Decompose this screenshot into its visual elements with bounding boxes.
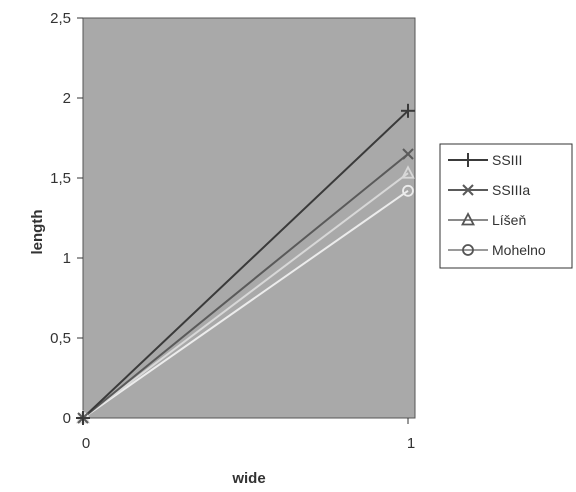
legend-label: Mohelno (492, 242, 546, 258)
legend-item: SSIIIa (448, 182, 530, 198)
x-axis-title: wide (231, 470, 265, 487)
y-tick-label: 0 (63, 410, 71, 427)
legend-item: SSIII (448, 152, 522, 168)
legend-marker (462, 184, 474, 196)
y-tick-label: 0,5 (50, 330, 71, 347)
legend-label: SSIII (492, 152, 522, 168)
y-tick-label: 2,5 (50, 10, 71, 27)
legend-item: Líšeň (448, 212, 526, 228)
x-tick-label: 1 (407, 435, 415, 452)
series-line-0 (82, 110, 409, 419)
y-tick-label: 2 (63, 90, 71, 107)
legend-marker (461, 153, 475, 167)
legend-box (439, 143, 573, 269)
legend-item: Mohelno (448, 242, 546, 258)
legend-label: Líšeň (492, 212, 526, 228)
data-point-2-1 (401, 165, 415, 179)
legend-marker (462, 244, 474, 256)
x-tick-label: 0 (82, 435, 90, 452)
series-line-3 (82, 189, 409, 419)
series-line-2 (82, 172, 409, 419)
legend-label: SSIIIa (492, 182, 530, 198)
data-point-1-1 (402, 148, 414, 160)
plot-area (82, 17, 416, 419)
series-line-1 (82, 153, 409, 419)
y-axis-title: length (29, 210, 46, 255)
y-tick-label: 1,5 (50, 170, 71, 187)
legend-marker (461, 212, 475, 226)
data-point-0-1 (401, 103, 415, 118)
y-tick-label: 1 (63, 250, 71, 267)
data-point-3-1 (402, 184, 414, 197)
legend: SSIII SSIIIa Líšeň Mohelno (439, 143, 573, 269)
